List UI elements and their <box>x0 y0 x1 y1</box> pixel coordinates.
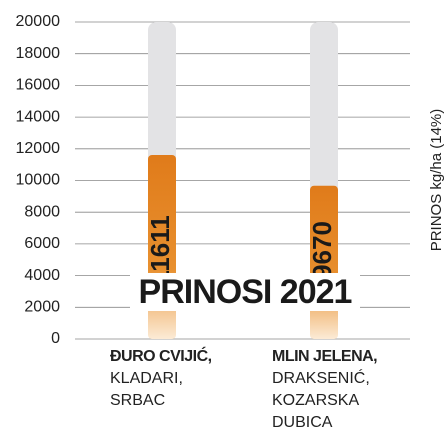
y-tick-label: 14000 <box>16 108 61 125</box>
category-label: ĐURO CVIJIĆ, KLADARI, SRBAC <box>110 346 240 412</box>
y-tick-label: 8000 <box>24 203 60 220</box>
chart-title: PRINOSI 2021 <box>139 273 352 311</box>
y-tick-label: 12000 <box>16 140 61 157</box>
y-tick-label: 6000 <box>24 235 60 252</box>
y-tick-label: 2000 <box>24 299 60 316</box>
y-tick-label: 18000 <box>16 45 61 62</box>
y-tick-label: 0 <box>51 330 60 347</box>
title-background <box>130 273 360 311</box>
category-name: MLIN JELENA, <box>272 348 378 365</box>
value-label: 9670 <box>307 221 337 279</box>
category-detail: KLADARI, SRBAC <box>110 370 183 409</box>
y-tick-label: 16000 <box>16 77 61 94</box>
y-tick-label: 10000 <box>16 172 61 189</box>
category-label: MLIN JELENA, DRAKSENIĆ, KOZARSKA DUBICA <box>272 346 402 434</box>
category-detail: DRAKSENIĆ, KOZARSKA DUBICA <box>272 370 370 431</box>
y-tick-label: 4000 <box>24 267 60 284</box>
category-name: ĐURO CVIJIĆ, <box>110 348 212 365</box>
y-tick-label: 20000 <box>16 13 61 30</box>
y-axis-label: PRINOS kg/ha (14%) <box>428 109 445 252</box>
